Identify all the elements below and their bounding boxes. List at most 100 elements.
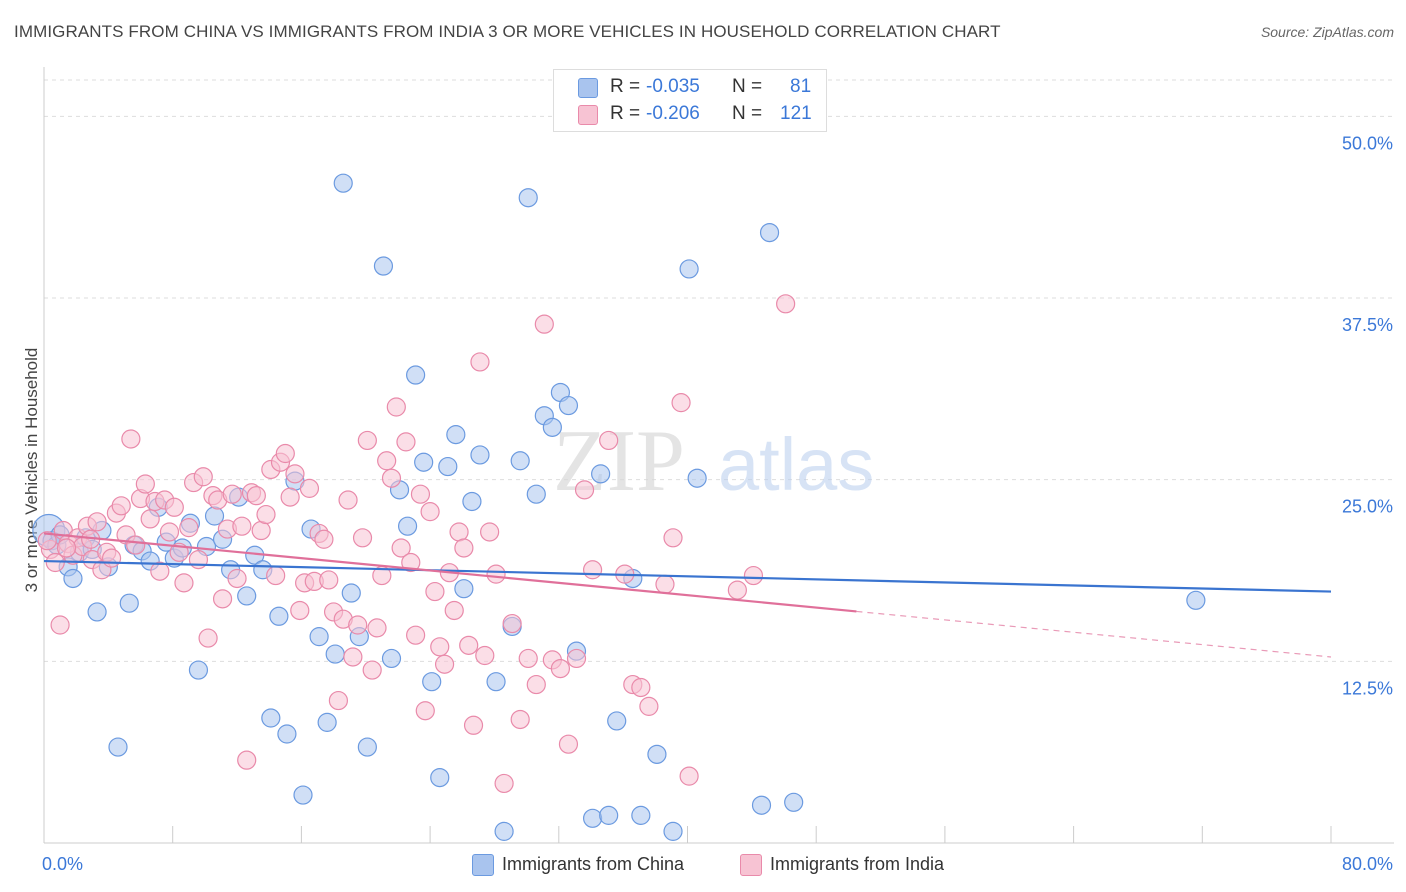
india-point — [237, 750, 257, 770]
china-point — [269, 606, 289, 626]
bottom-legend-swatch-india — [740, 854, 762, 876]
trend-line-india-extension — [856, 610, 1332, 658]
india-point — [386, 397, 406, 417]
india-point — [101, 548, 122, 568]
india-point — [343, 647, 363, 667]
india-point — [475, 645, 495, 666]
legend-row-china: R = -0.035 N = 81 — [554, 74, 824, 100]
axes — [43, 67, 1394, 844]
china-point — [751, 795, 772, 815]
series-india-points — [37, 294, 796, 794]
india-point — [319, 570, 339, 590]
india-point — [348, 615, 368, 635]
india-point — [391, 538, 411, 558]
legend-n-label: N = — [732, 76, 763, 97]
india-point — [502, 613, 522, 634]
india-point — [56, 538, 77, 558]
india-point — [50, 615, 70, 635]
china-point — [261, 708, 281, 728]
india-point — [251, 520, 271, 541]
india-point — [420, 502, 440, 522]
china-point — [591, 464, 611, 484]
watermark-zip: ZIP — [553, 413, 685, 510]
gridlines — [44, 79, 1394, 662]
india-point — [459, 635, 479, 655]
legend-n-value: 121 — [780, 103, 812, 124]
china-point — [397, 516, 418, 536]
india-point — [663, 528, 683, 548]
india-point — [470, 352, 490, 372]
legend-r-value: -0.206 — [646, 103, 700, 124]
india-point — [444, 600, 464, 621]
bottom-legend-swatch-china — [472, 854, 494, 876]
india-point — [352, 528, 373, 548]
india-point — [534, 314, 554, 334]
india-point — [135, 474, 155, 494]
india-point — [159, 522, 180, 542]
x-tick-label-min: 0.0% — [42, 854, 83, 874]
india-point — [338, 490, 358, 510]
india-point — [425, 581, 445, 602]
china-point — [293, 785, 313, 805]
china-point — [470, 445, 490, 465]
bottom-legend-label-india: Immigrants from India — [770, 854, 945, 874]
india-point — [367, 618, 387, 638]
india-point — [671, 393, 691, 413]
india-point — [232, 516, 252, 536]
india-point — [193, 467, 213, 487]
china-point — [422, 672, 442, 692]
china-point — [309, 627, 329, 647]
china-point — [558, 395, 579, 416]
india-point — [679, 766, 699, 786]
china-point — [446, 425, 466, 445]
india-point — [381, 468, 402, 488]
india-point — [463, 715, 484, 735]
trend-lines — [43, 532, 1332, 658]
india-point — [486, 564, 506, 584]
india-point — [256, 504, 276, 525]
china-point — [663, 821, 683, 841]
china-point — [438, 456, 458, 477]
legend-swatch-india — [578, 105, 598, 125]
china-point — [599, 805, 619, 825]
china-point — [518, 188, 538, 208]
china-point — [237, 586, 257, 606]
bottom-legend-label-china: Immigrants from China — [502, 854, 685, 874]
india-point — [266, 565, 286, 586]
china-point — [607, 711, 627, 731]
india-point — [410, 484, 431, 504]
india-point — [111, 496, 131, 516]
chart-source: Source: ZipAtlas.com — [1260, 24, 1394, 40]
china-point — [679, 259, 699, 279]
india-point — [377, 451, 397, 471]
china-point — [108, 737, 128, 757]
china-point — [430, 767, 450, 788]
china-point — [631, 805, 651, 825]
china-point — [582, 808, 603, 828]
india-point — [37, 531, 57, 551]
india-point — [550, 658, 571, 679]
india-point — [727, 580, 747, 600]
china-point — [510, 451, 530, 471]
china-point — [454, 579, 474, 599]
india-point — [776, 294, 796, 314]
china-point — [87, 602, 107, 622]
india-point — [285, 464, 305, 484]
china-point — [647, 744, 667, 764]
india-point — [743, 565, 764, 586]
india-point — [222, 484, 242, 504]
india-point — [631, 677, 651, 698]
legend-row-india: R = -0.206 N = 121 — [554, 101, 824, 127]
india-point — [179, 518, 199, 538]
legend-r-value: -0.035 — [646, 76, 700, 97]
y-tick-label: 25.0% — [1342, 497, 1393, 517]
chart-title: IMMIGRANTS FROM CHINA VS IMMIGRANTS FROM… — [14, 22, 1001, 41]
india-point — [415, 701, 435, 721]
trend-line-china — [43, 559, 1332, 593]
china-point — [317, 712, 337, 732]
india-point — [582, 560, 603, 580]
trend-line-india — [43, 532, 857, 613]
china-point — [526, 484, 546, 504]
india-point — [639, 696, 659, 716]
